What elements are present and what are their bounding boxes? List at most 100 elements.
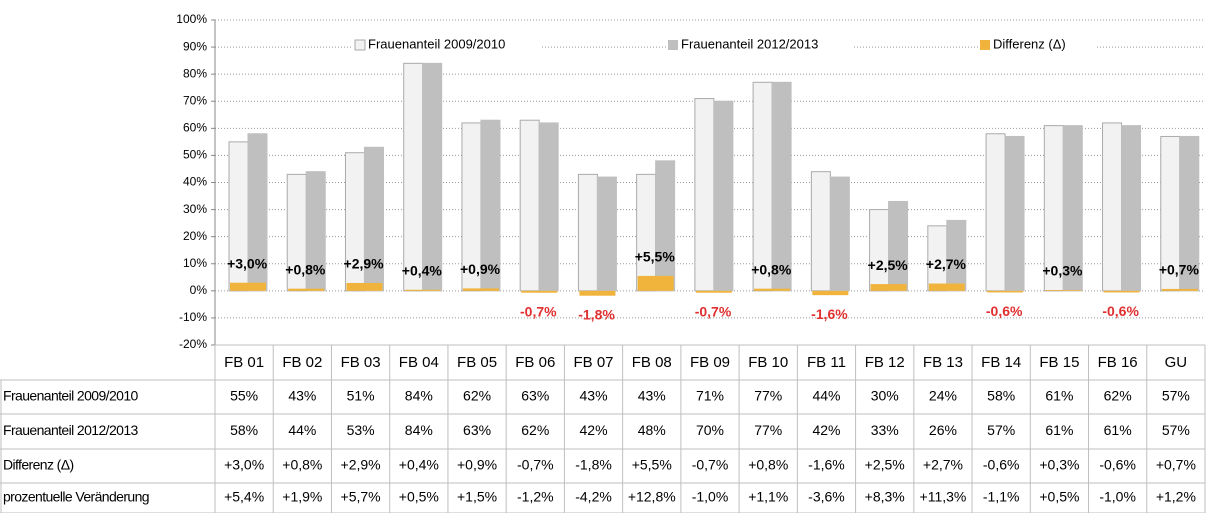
table-cell: 57% [987,422,1015,438]
table-cell: -1,1% [983,489,1020,505]
data-label: +2,5% [868,257,909,273]
table-cell: 30% [871,388,899,404]
bar [888,200,909,292]
difference-bar [870,284,907,291]
table-cell: +0,9% [457,457,497,473]
bar [713,100,734,292]
table-cell: +12,8% [628,489,676,505]
y-tick-label: 40% [183,175,207,189]
table-row-label: Frauenanteil 2009/2010 [3,388,139,404]
table-cell: 58% [230,422,258,438]
table-row-label: Frauenanteil 2012/2013 [3,422,139,438]
x-tick-label: FB 04 [399,354,439,371]
table-cell: -1,6% [808,457,845,473]
table-cell: +0,4% [399,457,439,473]
table-cell: +1,2% [1156,489,1196,505]
difference-bar [987,290,1024,293]
y-tick-label: 20% [183,229,207,243]
legend-bg [353,36,541,54]
table-cell: 44% [812,388,840,404]
data-label: -0,6% [1102,303,1139,319]
table-cell: 62% [463,388,491,404]
data-label: -0,6% [986,303,1023,319]
legend-swatch [354,39,366,51]
bar [519,119,540,292]
bar [829,176,850,292]
data-label: +0,4% [402,262,443,278]
bar [363,146,384,292]
table-cell: 57% [1162,422,1190,438]
table-cell: 70% [696,422,724,438]
x-tick-label: FB 16 [1098,354,1138,371]
table-cell: 48% [638,422,666,438]
legend-label: Frauenanteil 2012/2013 [681,36,818,51]
y-tick-label: 100% [176,12,207,26]
table-cell: 62% [1104,388,1132,404]
difference-bar [1161,288,1198,291]
legend-bg [978,36,1097,54]
data-label: +0,8% [751,261,792,277]
table-cell: 43% [580,388,608,404]
y-tick-label: 80% [183,66,207,80]
x-tick-label: FB 05 [457,354,497,371]
table-cell: 42% [580,422,608,438]
table-cell: 77% [754,422,782,438]
bar [538,122,559,292]
table-cell: -1,0% [1099,489,1136,505]
bar [1004,135,1025,292]
bar [752,81,773,292]
bar [810,171,831,292]
bar [694,98,715,292]
x-tick-label: FB 14 [981,354,1021,371]
bar [403,62,424,292]
data-label: +0,8% [285,261,326,277]
y-tick-label: -20% [179,337,207,351]
legend-label: Frauenanteil 2009/2010 [368,36,505,51]
bar [771,81,792,292]
x-tick-label: FB 08 [632,354,672,371]
legend-swatch [980,40,990,50]
table-cell: 61% [1045,422,1073,438]
bar [305,171,326,292]
table-cell: +0,7% [1156,457,1196,473]
table-cell: -1,2% [517,489,554,505]
table-cell: +0,5% [399,489,439,505]
table-cell: 24% [929,388,957,404]
difference-bar [637,275,674,291]
table-cell: 33% [871,422,899,438]
table-cell: 84% [405,422,433,438]
x-tick-label: FB 11 [807,354,846,371]
table-cell: -0,6% [1099,457,1136,473]
difference-bar [346,282,383,291]
table-cell: 42% [812,422,840,438]
table-cell: -4,2% [575,489,612,505]
x-tick-label: FB 06 [515,354,555,371]
table-cell: 26% [929,422,957,438]
table-cell: +3,0% [224,457,264,473]
difference-bar [230,282,266,291]
table-cell: -3,6% [808,489,845,505]
x-tick-label: GU [1165,354,1188,371]
difference-bar [462,288,499,291]
x-tick-label: FB 13 [923,354,963,371]
difference-bar [1103,290,1140,293]
table-row-label: prozentuelle Veränderung [3,489,149,505]
difference-bar [1045,290,1082,291]
table-cell: 63% [463,422,491,438]
data-label: +2,9% [344,256,385,272]
table-cell: +8,3% [865,489,905,505]
legend-swatch [668,40,678,50]
difference-bar [928,283,965,291]
table-cell: 53% [347,422,375,438]
bar [577,173,598,292]
y-tick-label: 70% [183,93,207,107]
table-cell: +0,3% [1039,457,1079,473]
table-cell: -0,6% [983,457,1020,473]
table-cell: 55% [230,388,258,404]
data-label: -1,8% [578,306,615,322]
table-cell: -0,7% [517,457,554,473]
table-cell: 71% [696,388,724,404]
table-cell: +5,4% [224,489,264,505]
table-cell: 61% [1104,422,1132,438]
